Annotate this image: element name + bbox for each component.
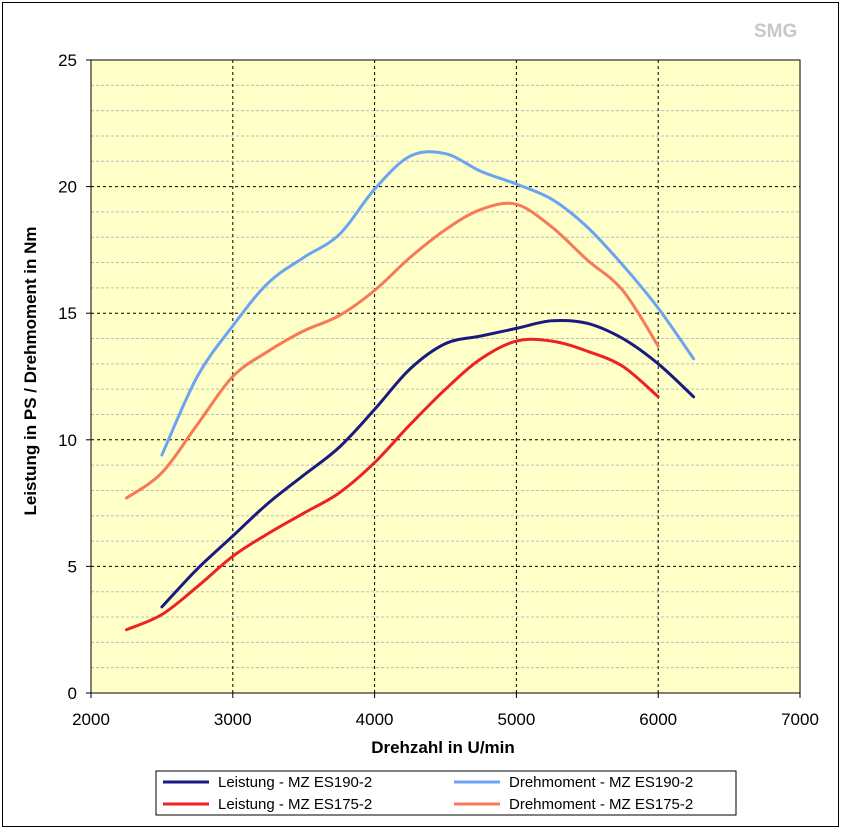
- y-tick-label: 25: [58, 51, 77, 70]
- x-tick-label: 5000: [497, 710, 535, 729]
- series-line-leistung-es175: [125, 337, 660, 632]
- plot-background: [91, 60, 800, 693]
- legend-label-leistung-es175: Leistung - MZ ES175-2: [218, 796, 372, 813]
- plot-border: [90, 59, 801, 694]
- x-tick-label: 6000: [639, 710, 677, 729]
- legend-label-leistung-es190: Leistung - MZ ES190-2: [218, 774, 372, 791]
- legend-label-drehmoment-es175: Drehmoment - MZ ES175-2: [509, 796, 693, 813]
- x-tick-label: 2000: [72, 710, 110, 729]
- y-tick-label: 10: [58, 431, 77, 450]
- watermark-text: SMG: [754, 21, 797, 42]
- x-tick-label: 7000: [781, 710, 819, 729]
- legend-label-drehmoment-es190: Drehmoment - MZ ES190-2: [509, 774, 693, 791]
- chart-svg: SMG 0 5 10 15 20 25 2000 3000 4000 5000 6000 7000 D…: [21, 21, 819, 816]
- series-line-leistung-es190: [160, 318, 696, 609]
- y-tick-label: 20: [58, 178, 77, 197]
- y-axis-title: Leistung in PS / Drehmoment in Nm: [21, 226, 40, 515]
- y-tick-label: 15: [58, 304, 77, 323]
- y-tick-label: 5: [68, 557, 77, 576]
- legend-box: [155, 770, 737, 816]
- legend: Leistung - MZ ES190-2 Drehmoment - MZ ES1…: [155, 770, 737, 816]
- x-tick-label: 4000: [356, 710, 394, 729]
- y-tick-label: 0: [68, 684, 77, 703]
- x-axis-title: Drehzahl in U/min: [371, 738, 515, 757]
- plot-area: 0 5 10 15 20 25 2000 3000 4000 5000 6000 7000: [58, 51, 819, 729]
- series-line-drehmoment-es175: [125, 201, 660, 500]
- x-tick-label: 3000: [214, 710, 252, 729]
- series-line-drehmoment-es190: [160, 150, 696, 457]
